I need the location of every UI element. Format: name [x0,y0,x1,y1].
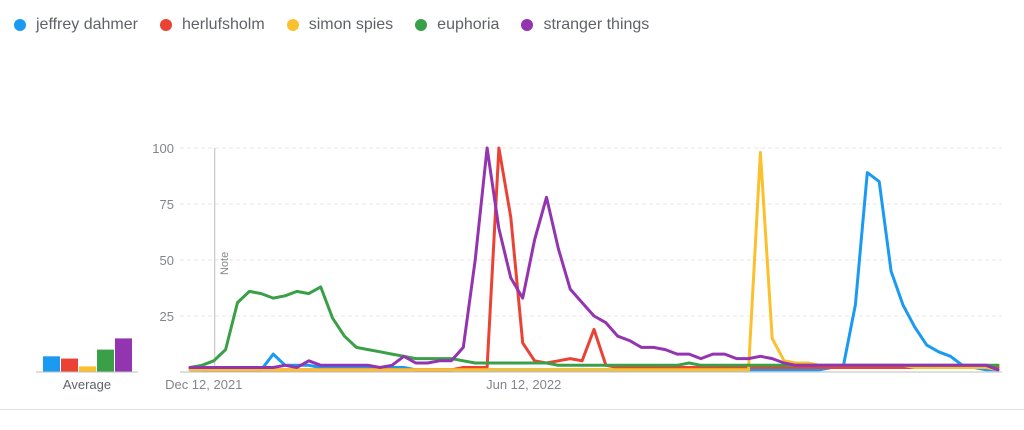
average-bar [43,356,60,372]
average-bar [115,338,132,372]
series-line [188,285,1000,369]
chart-series [188,146,1000,372]
average-label: Average [63,377,111,392]
legend-label: euphoria [437,16,500,33]
legend-label: stranger things [543,16,650,33]
legend-dot-icon [415,19,428,31]
y-axis-labels: 100 75 50 25 [152,141,174,324]
legend-item[interactable]: herlufsholm [159,16,265,34]
x-tick-label: Jun 12, 2022 [486,377,561,392]
legend-dot-icon [521,19,534,31]
legend-label: jeffrey dahmer [36,16,138,33]
average-bar [61,358,78,372]
legend-label: simon spies [308,16,394,33]
y-tick-label: 50 [160,253,174,268]
series-line [188,146,1000,372]
legend-dot-icon [286,19,299,31]
y-tick-label: 25 [160,309,174,324]
legend-item[interactable]: euphoria [415,16,499,34]
note-label: Note [219,252,231,275]
average-bar [97,349,114,372]
series-line [188,171,1000,372]
bottom-divider [0,409,1024,410]
legend-label: herlufsholm [181,16,265,33]
x-tick-label: Dec 12, 2021 [165,377,242,392]
legend-item[interactable]: simon spies [286,16,394,34]
legend-dot-icon [14,19,26,31]
average-bar [79,366,96,372]
legend-item[interactable]: jeffrey dahmer [14,16,138,34]
legend-dot-icon [159,19,172,31]
chart-grid [180,147,1002,373]
note-annotation: Note [214,148,231,372]
series-line [188,151,1000,372]
average-bars: Average [36,338,138,392]
x-axis-labels: Dec 12, 2021 Jun 12, 2022 [165,377,561,392]
legend: jeffrey dahmer herlufsholm simon spies euph… [14,16,649,34]
legend-item[interactable]: stranger things [521,16,649,34]
y-tick-label: 100 [152,141,174,156]
y-tick-label: 75 [160,197,174,212]
